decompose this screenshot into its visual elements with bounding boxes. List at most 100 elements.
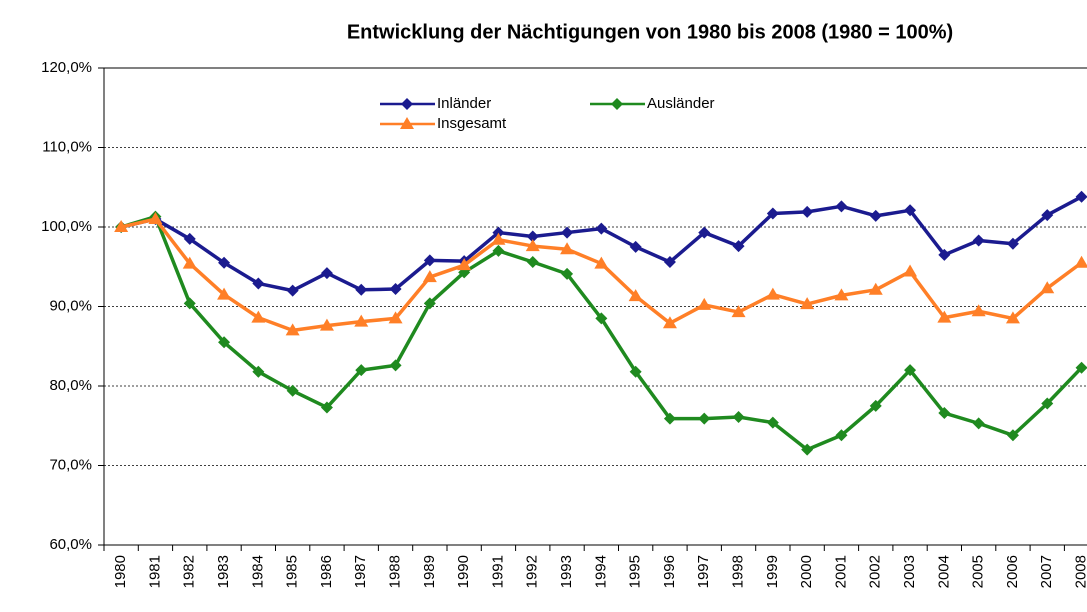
data-point [594,256,609,269]
y-tick-label: 120,0% [41,59,92,76]
data-point [629,365,642,378]
x-tick-label: 2002 [867,555,884,588]
x-tick-label: 1998 [730,555,747,588]
data-point [801,443,814,456]
data-point [525,239,540,252]
x-tick-label: 1989 [421,555,438,588]
data-point [1075,361,1087,374]
x-tick-label: 1995 [627,555,644,588]
data-point [1041,209,1054,222]
data-point [972,417,985,430]
data-point [869,209,882,222]
x-tick-label: 1983 [215,555,232,588]
series-line [120,195,1083,293]
x-tick-label: 1982 [181,555,198,588]
data-point [698,412,711,425]
x-tick-label: 2005 [970,555,987,588]
data-point [1075,190,1087,203]
data-point [218,336,231,349]
data-point [698,226,711,239]
data-point [971,304,986,317]
data-point [388,311,403,324]
data-point [561,226,574,239]
y-tick-label: 80,0% [49,377,92,394]
series [115,210,1087,456]
data-point [663,412,676,425]
chart-title: Entwicklung der Nächtigungen von 1980 bi… [347,21,953,43]
data-point [868,282,883,295]
data-point [491,232,506,245]
series-line [120,214,1083,452]
data-point [801,205,814,218]
data-point [835,200,848,213]
x-tick-label: 1985 [284,555,301,588]
data-point [662,316,677,329]
y-tick-label: 60,0% [49,536,92,553]
data-point [423,297,436,310]
x-tick-label: 1999 [764,555,781,588]
data-point [904,204,917,217]
data-point [148,212,163,225]
data-point [766,416,779,429]
data-point [766,207,779,220]
x-tick-label: 1997 [695,555,712,588]
data-point [320,267,333,280]
data-point [1040,281,1055,294]
data-point [560,242,575,255]
data-point [526,255,539,268]
data-point [526,230,539,243]
data-point [182,256,197,269]
x-tick-label: 2008 [1073,555,1087,588]
data-point [869,399,882,412]
data-point [492,226,505,239]
data-point [938,407,951,420]
x-tick-label: 1980 [112,555,129,588]
y-tick-label: 100,0% [41,218,92,235]
data-point [183,297,196,310]
x-tick-label: 1994 [592,555,609,588]
x-tick-label: 1981 [146,555,163,588]
series [115,190,1087,297]
legend-item: Insgesamt [380,115,507,132]
data-point [800,297,815,310]
data-point [937,310,952,323]
data-point [1006,237,1019,250]
data-point [1074,255,1087,268]
x-tick-label: 2003 [901,555,918,588]
x-tick-label: 2000 [798,555,815,588]
legend-item: Inländer [380,95,491,112]
data-point [252,277,265,290]
data-point [732,240,745,253]
data-point [732,411,745,424]
x-tick-label: 1996 [661,555,678,588]
data-point [904,364,917,377]
data-point [1041,397,1054,410]
data-point [389,359,402,372]
data-point [595,312,608,325]
data-point [319,318,334,331]
data-point [252,365,265,378]
data-point [286,384,299,397]
data-point [114,220,129,232]
x-tick-label: 1991 [489,555,506,588]
legend-marker [401,98,413,110]
data-point [561,267,574,280]
legend-item: Ausländer [590,95,715,112]
data-point [354,314,369,327]
data-point [903,264,918,277]
data-point [389,283,402,296]
x-tick-label: 1984 [249,555,266,588]
data-point [422,270,437,283]
x-tick-label: 1986 [318,555,335,588]
x-tick-label: 2001 [832,555,849,588]
legend-marker [400,117,414,129]
legend-label: Ausländer [647,95,715,112]
data-point [457,258,472,271]
data-point [355,364,368,377]
data-point [218,256,231,269]
x-tick-label: 1987 [352,555,369,588]
data-point [492,244,505,257]
data-point [286,284,299,297]
legend-label: Inländer [437,95,491,112]
